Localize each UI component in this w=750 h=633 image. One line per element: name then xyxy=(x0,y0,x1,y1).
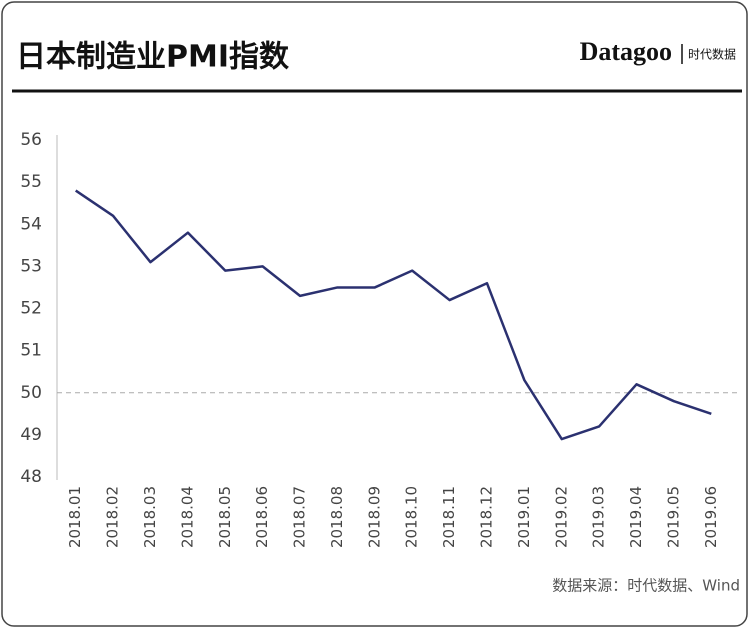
x-tick-label: 2019.01 xyxy=(515,486,533,548)
x-tick-label: 2018.07 xyxy=(291,486,309,548)
line-series xyxy=(74,189,712,441)
x-tick-label: 2019.04 xyxy=(627,486,645,548)
y-tick-label: 48 xyxy=(20,467,42,487)
y-tick-label: 50 xyxy=(20,383,42,403)
y-tick-label: 56 xyxy=(20,130,42,150)
brand-sub: 时代数据 xyxy=(688,47,736,62)
x-tick-label: 2019.05 xyxy=(664,486,682,548)
y-tick-label: 52 xyxy=(20,299,42,319)
x-tick-label: 2019.02 xyxy=(552,486,570,548)
x-tick-label: 2018.03 xyxy=(141,486,159,548)
chart-title: 日本制造业PMI指数 xyxy=(16,40,290,75)
y-tick-label: 49 xyxy=(20,425,42,445)
x-tick-label: 2018.10 xyxy=(403,486,421,548)
x-tick-label: 2018.01 xyxy=(66,486,84,548)
source-note: 数据来源：时代数据、Wind xyxy=(552,577,740,595)
x-tick-label: 2019.03 xyxy=(590,486,608,548)
x-tick-label: 2018.08 xyxy=(328,486,346,548)
x-tick-label: 2018.05 xyxy=(216,486,234,548)
x-tick-label: 2018.02 xyxy=(104,486,122,548)
y-tick-label: 51 xyxy=(20,341,42,361)
x-tick-label: 2019.06 xyxy=(702,486,720,548)
y-tick-label: 53 xyxy=(20,256,42,276)
x-tick-label: 2018.12 xyxy=(477,486,495,548)
x-tick-label: 2018.09 xyxy=(365,486,383,548)
x-tick-label: 2018.04 xyxy=(178,486,196,548)
x-tick-label: 2018.11 xyxy=(440,486,458,548)
y-tick-label: 54 xyxy=(20,214,42,234)
y-tick-label: 55 xyxy=(20,172,42,192)
brand-name: Datagoo xyxy=(580,37,672,66)
x-tick-label: 2018.06 xyxy=(253,486,271,548)
